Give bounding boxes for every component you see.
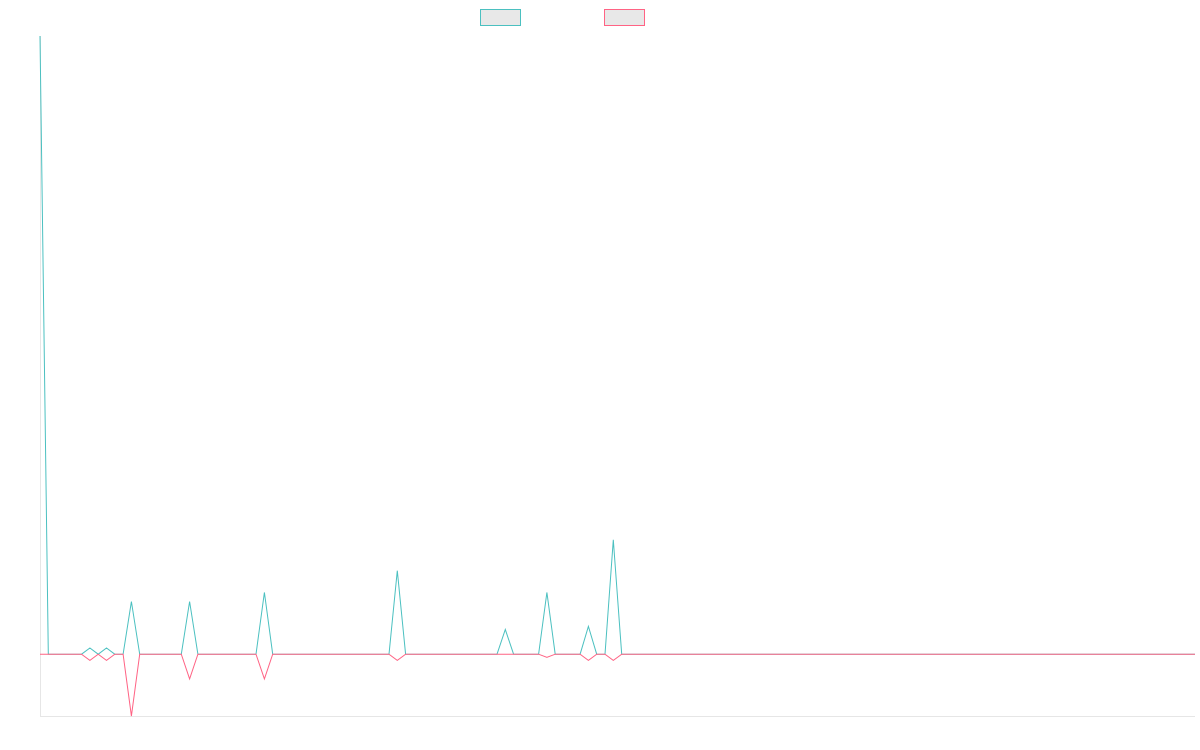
- series-line-2: [40, 653, 1195, 717]
- series-line-1: [39, 35, 1195, 655]
- legend-swatch-1: [480, 9, 521, 26]
- legend: [480, 9, 645, 26]
- axes: [40, 36, 1195, 717]
- legend-swatch-2: [604, 9, 645, 26]
- series-layer: [39, 35, 1195, 717]
